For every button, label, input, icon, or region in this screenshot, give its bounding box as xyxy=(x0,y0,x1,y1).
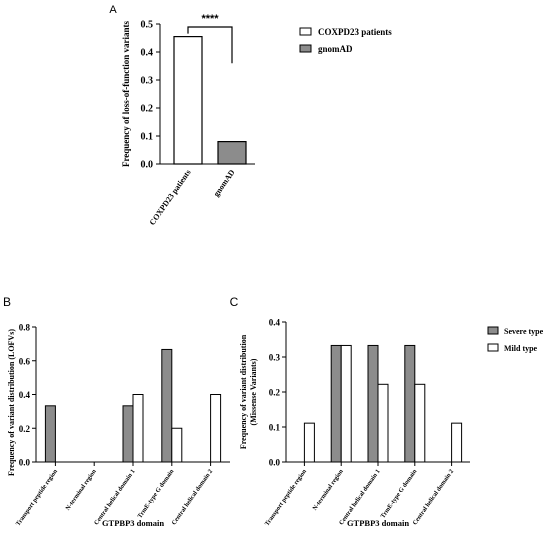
legend-swatch xyxy=(487,326,499,335)
bar-white xyxy=(210,394,222,463)
bar-gray xyxy=(330,344,342,463)
x-tick-label: TrmE-type G domain xyxy=(379,468,418,520)
legend-label: Severe type xyxy=(504,327,544,336)
y-tick-label: 0.0 xyxy=(19,458,31,468)
panel-label: B xyxy=(3,295,11,309)
y-tick-label-a: 0.3 xyxy=(141,76,154,87)
legend-label: Mild type xyxy=(504,344,538,353)
panel-label-a: A xyxy=(109,4,117,16)
x-tick-label-a: COXPD23 patients xyxy=(148,168,193,227)
bar-a xyxy=(173,35,203,165)
legend-swatch-a xyxy=(299,44,312,53)
x-axis-label: GTPBP3 domain xyxy=(102,518,164,528)
legend-label-a: gnomAD xyxy=(318,44,353,54)
legend-c: Severe type Mild type xyxy=(487,326,544,353)
bar-white xyxy=(414,383,426,463)
significance-stars: **** xyxy=(201,13,219,25)
bar-white xyxy=(303,422,315,463)
legend-swatch xyxy=(487,343,499,352)
y-tick-label-a: 0.2 xyxy=(141,104,154,115)
legend-a: COXPD23 patients gnomAD xyxy=(299,27,392,54)
y-tick-label: 0.2 xyxy=(269,388,281,398)
y-tick-label-a: 0.4 xyxy=(141,48,154,59)
x-tick-label: TrmE-type G domain xyxy=(136,468,175,520)
bar-white xyxy=(377,383,389,463)
bar-gray xyxy=(44,405,56,463)
bar-white xyxy=(171,427,183,463)
y-axis-label-a: Frequency of loss-of-function variants xyxy=(121,20,131,167)
panel-label: C xyxy=(230,295,239,309)
x-tick-label: N-terminal region xyxy=(64,468,98,512)
x-tick-label-a: gnomAD xyxy=(212,168,237,198)
y-tick-label-a: 0.5 xyxy=(141,20,154,31)
x-tick-label: Central helical domain 2 xyxy=(411,468,455,526)
bar-white xyxy=(340,344,352,463)
bar-gray xyxy=(404,344,416,463)
bar-a xyxy=(217,141,247,165)
x-tick-label: Central helical domain 2 xyxy=(170,468,214,526)
y-tick-label: 0.0 xyxy=(269,458,281,468)
y-axis-label-2: (Missense Variants) xyxy=(249,358,258,425)
panel-c: C 0.0 0.1 0.2 0.3 0.4 Transport peptide region… xyxy=(230,295,544,528)
bar-gray xyxy=(161,348,173,463)
bar-white xyxy=(132,394,144,463)
x-tick-label: Transport peptide region xyxy=(264,468,309,528)
y-tick-label: 0.1 xyxy=(269,423,281,433)
y-axis-label: Frequency of variant distribution xyxy=(239,334,248,449)
x-tick-label: N-terminal region xyxy=(311,468,345,512)
y-tick-label: 0.8 xyxy=(19,323,31,333)
legend-label-a: COXPD23 patients xyxy=(318,27,392,37)
x-axis-label: GTPBP3 domain xyxy=(347,518,409,528)
y-tick-label: 0.2 xyxy=(19,424,31,434)
y-tick-label-a: 0.1 xyxy=(141,132,154,143)
bar-gray xyxy=(367,344,379,463)
panel-a: A 0.0 0.1 0.2 0.3 0.4 0.5 Frequency of loss-of-… xyxy=(109,4,392,227)
y-tick-label-a: 0.0 xyxy=(141,160,154,171)
y-tick-label: 0.6 xyxy=(19,356,31,366)
legend-swatch-a xyxy=(299,27,312,36)
bar-gray xyxy=(122,405,134,463)
y-tick-label: 0.4 xyxy=(269,318,281,328)
y-tick-label: 0.4 xyxy=(19,390,31,400)
y-axis-label: Frequency of variant distribution (LOFVs… xyxy=(7,329,16,476)
y-tick-label: 0.3 xyxy=(269,353,281,363)
panel-b: B 0.0 0.2 0.4 0.6 0.8 Transport peptide region… xyxy=(3,295,230,528)
significance-bracket xyxy=(187,26,233,64)
x-tick-label: Transport peptide region xyxy=(15,468,60,528)
bar-white xyxy=(451,422,463,463)
